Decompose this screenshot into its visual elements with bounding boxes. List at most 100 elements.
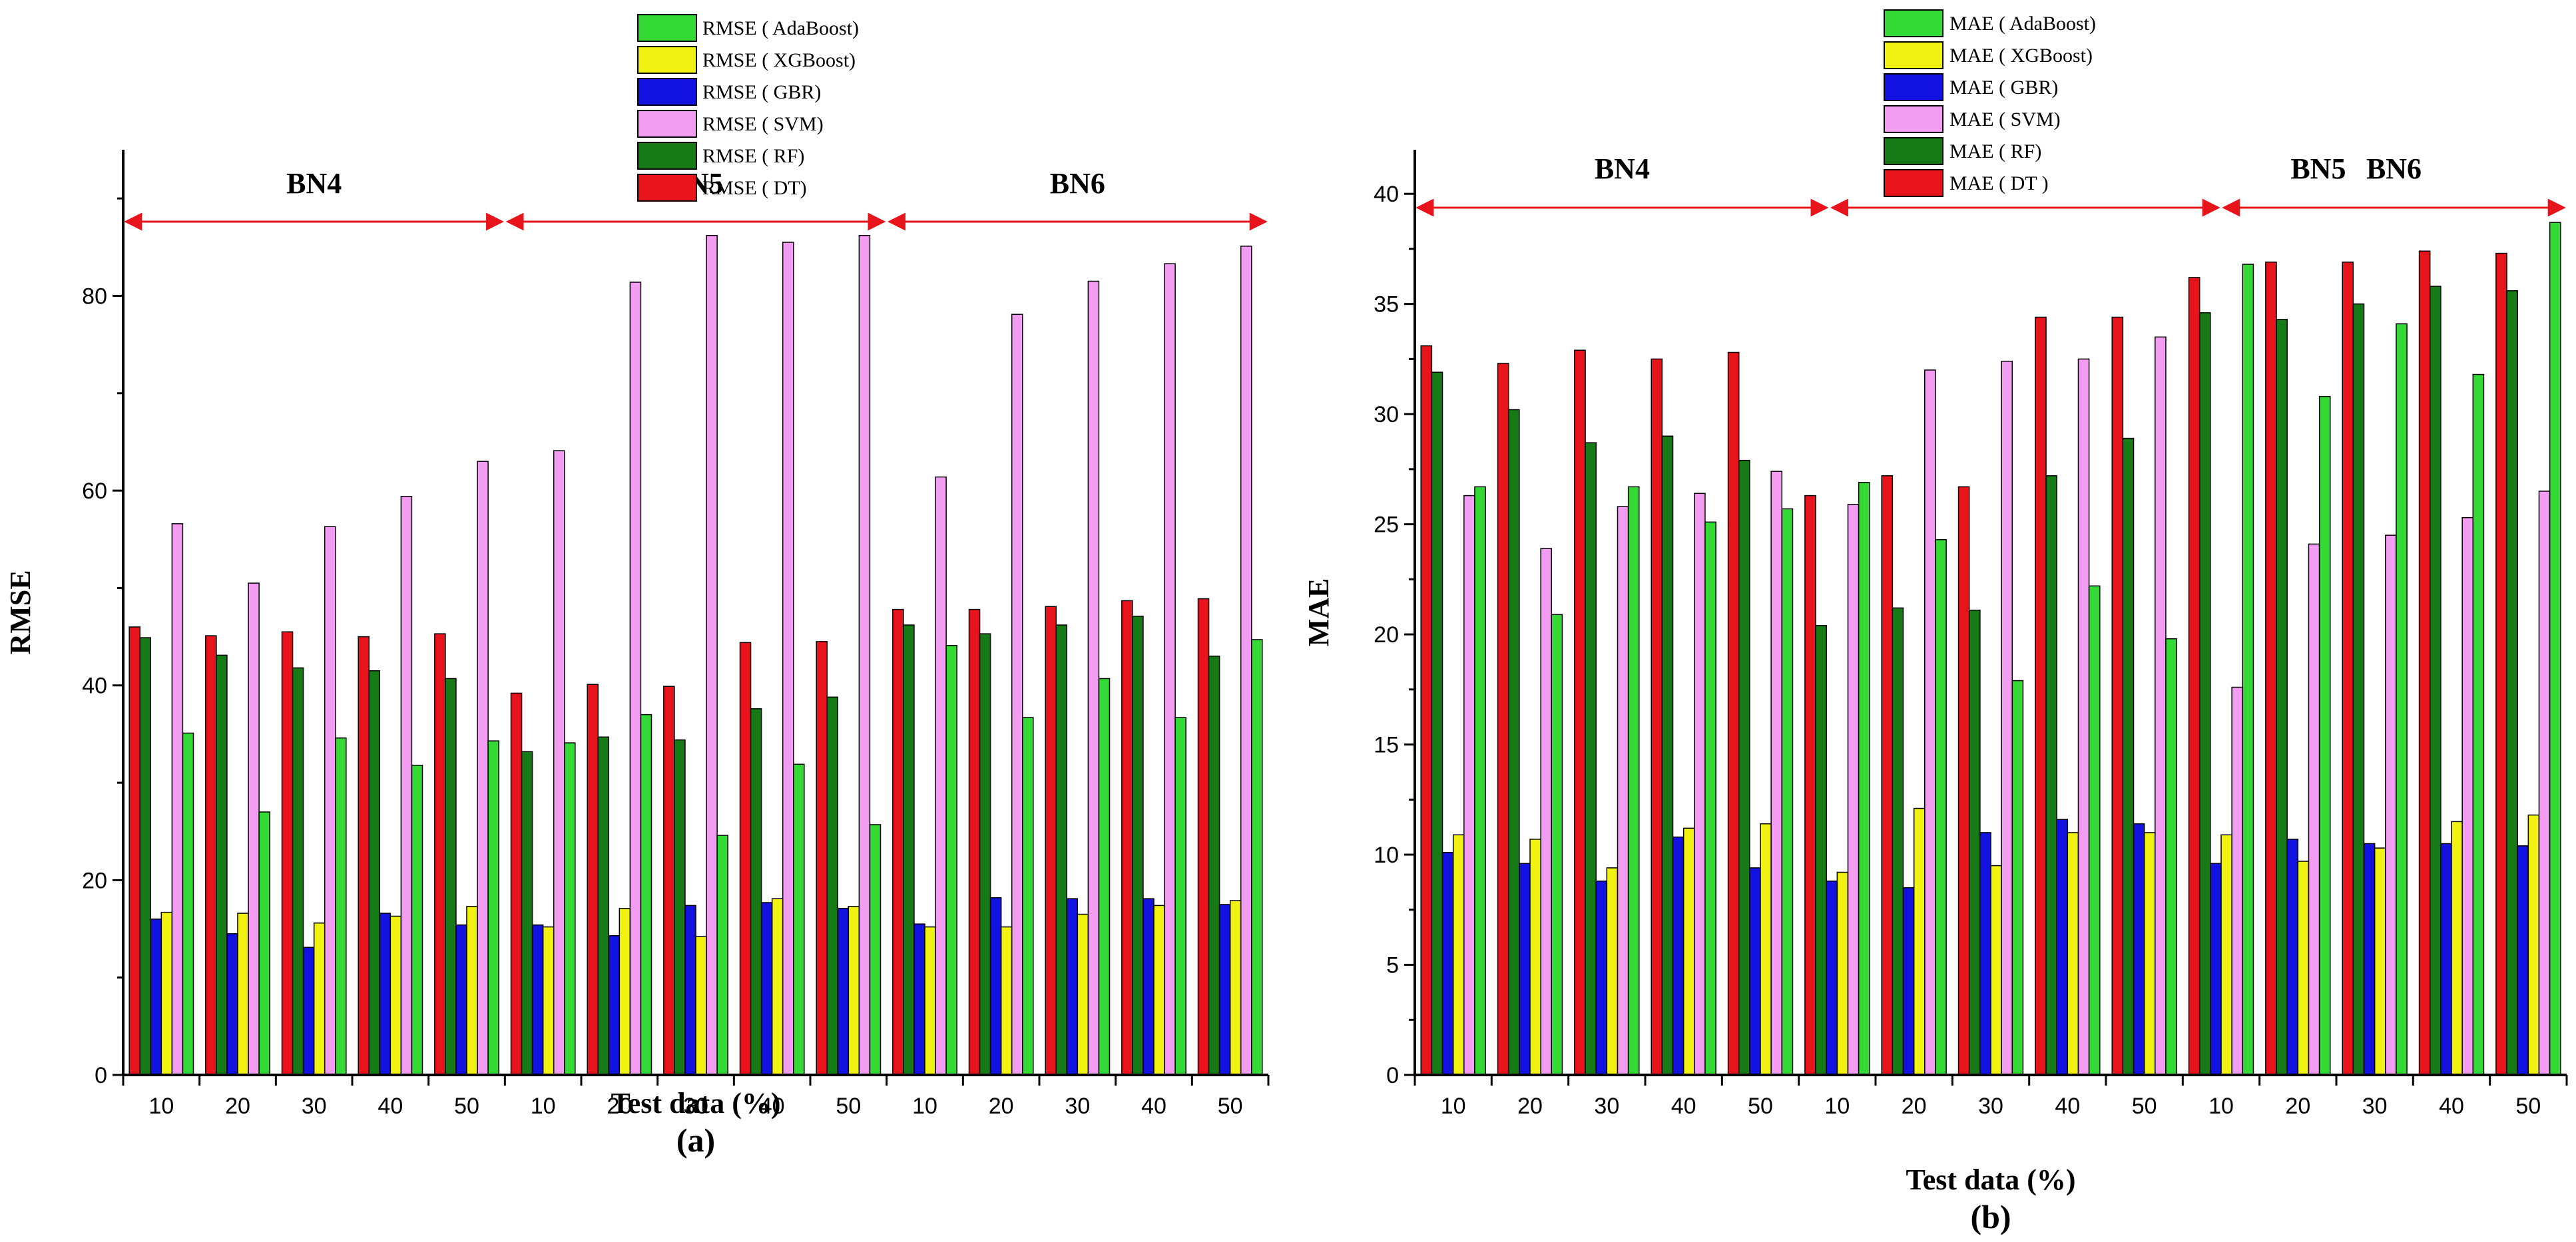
- y-tick-label-b: 40: [1374, 182, 1399, 207]
- y-tick-label-b: 25: [1374, 513, 1399, 538]
- legend-label-a-3: RMSE ( SVM): [702, 113, 824, 135]
- bar-a-rmsedt-7: [663, 686, 675, 1076]
- bar-a-rmserf-14: [1208, 656, 1220, 1076]
- y-tick-label-a: 0: [95, 1063, 107, 1088]
- legend-swatch-b-1: [1884, 41, 1943, 69]
- bar-a-rmsesvm-2: [324, 526, 336, 1076]
- legend-swatch-a-3: [637, 110, 697, 138]
- bar-b-maesvm-12: [2385, 534, 2397, 1076]
- panel-label-b: (b): [1970, 1198, 2011, 1235]
- bar-a-rmseadaboost-8: [793, 763, 805, 1076]
- bar-b-maeadaboost-14: [2549, 222, 2561, 1076]
- bar-b-maerf-0: [1431, 371, 1443, 1076]
- bar-b-maesvm-1: [1540, 548, 1553, 1076]
- bar-a-rmsegbr-7: [684, 905, 696, 1076]
- bar-a-rmseadaboost-7: [716, 835, 728, 1076]
- bar-a-rmsedt-1: [205, 635, 217, 1076]
- bar-a-rmsedt-12: [1045, 606, 1057, 1076]
- bar-a-rmserf-10: [903, 624, 915, 1076]
- x-tick-label-b: 50: [2515, 1094, 2541, 1119]
- bar-a-rmsexgboost-1: [237, 913, 249, 1076]
- bar-b-maegbr-6: [1902, 887, 1915, 1076]
- bar-b-maeadaboost-10: [2242, 264, 2254, 1076]
- y-tick-label-b: 35: [1374, 292, 1399, 317]
- bar-b-maerf-3: [1661, 435, 1674, 1076]
- bar-a-rmsesvm-10: [935, 476, 947, 1076]
- bar-a-rmserf-6: [597, 736, 610, 1076]
- x-tick-label-a: 40: [1141, 1094, 1166, 1119]
- bar-b-maerf-6: [1892, 607, 1904, 1076]
- y-tick-label-a: 80: [82, 284, 107, 309]
- bar-b-maerf-2: [1585, 442, 1597, 1076]
- x-tick-label-b: 30: [1978, 1094, 2003, 1119]
- legend-swatch-b-3: [1884, 105, 1943, 133]
- bar-b-maeadaboost-2: [1627, 486, 1640, 1076]
- bar-a-rmserf-11: [979, 633, 991, 1076]
- y-tick-label-a: 20: [82, 868, 107, 893]
- bar-b-maexgboost-0: [1452, 834, 1465, 1076]
- bar-b-maedt-1: [1497, 363, 1509, 1076]
- bar-b-maexgboost-2: [1606, 867, 1619, 1076]
- legend-label-b-1: MAE ( XGBoost): [1949, 45, 2093, 67]
- x-tick-label-b: 40: [1671, 1094, 1696, 1119]
- bar-b-maesvm-4: [1770, 471, 1783, 1076]
- bar-a-rmserf-7: [674, 739, 686, 1076]
- legend-label-b-2: MAE ( GBR): [1949, 77, 2058, 99]
- bar-a-rmsedt-6: [587, 684, 599, 1076]
- legend-label-a-2: RMSE ( GBR): [702, 81, 821, 103]
- bar-a-rmsexgboost-7: [695, 936, 707, 1076]
- bar-b-maegbr-3: [1672, 836, 1684, 1076]
- bar-b-maeadaboost-5: [1858, 481, 1870, 1076]
- bar-b-maeadaboost-4: [1781, 508, 1794, 1076]
- bar-b-maexgboost-5: [1836, 871, 1849, 1076]
- bar-a-rmsegbr-1: [226, 933, 238, 1076]
- legend-swatch-a-2: [637, 78, 697, 106]
- bar-b-maexgboost-4: [1760, 823, 1772, 1076]
- bar-b-maegbr-7: [1979, 832, 1991, 1076]
- bar-a-rmsedt-10: [892, 608, 904, 1076]
- bar-b-maegbr-14: [2517, 845, 2529, 1076]
- bar-a-rmsesvm-0: [171, 523, 184, 1076]
- x-tick-label-a: 20: [989, 1094, 1014, 1119]
- bar-a-rmserf-2: [292, 667, 304, 1076]
- bar-a-rmseadaboost-0: [182, 732, 194, 1076]
- bar-a-rmsexgboost-4: [466, 906, 478, 1076]
- bar-b-maerf-11: [2276, 319, 2288, 1076]
- x-tick-label-a: 30: [302, 1094, 327, 1119]
- bar-b-maeadaboost-12: [2396, 323, 2408, 1076]
- bar-b-maegbr-10: [2210, 863, 2222, 1076]
- bar-a-rmseadaboost-5: [564, 742, 576, 1076]
- y-tick-label-b: 20: [1374, 622, 1399, 648]
- bar-a-rmsedt-14: [1197, 598, 1210, 1076]
- bar-b-maexgboost-10: [2220, 834, 2232, 1076]
- bar-b-maesvm-3: [1694, 493, 1706, 1076]
- bar-a-rmsegbr-4: [455, 924, 467, 1076]
- bar-a-rmsedt-13: [1121, 600, 1133, 1076]
- bar-b-maerf-10: [2198, 312, 2211, 1076]
- bar-b-maerf-5: [1815, 625, 1827, 1076]
- bar-a-rmsegbr-6: [608, 935, 621, 1076]
- bar-a-rmsexgboost-10: [924, 926, 936, 1076]
- bar-a-rmseadaboost-12: [1098, 678, 1111, 1076]
- bar-a-rmsedt-4: [434, 633, 446, 1076]
- bar-a-rmsesvm-12: [1087, 280, 1100, 1076]
- group-label-b-bn6: BN6: [2366, 152, 2422, 185]
- bar-a-rmsesvm-3: [400, 496, 413, 1076]
- group-label-b-bn5: BN5: [2290, 152, 2346, 185]
- legend-swatch-a-4: [637, 142, 697, 170]
- panel-label-a: (a): [676, 1122, 715, 1159]
- bar-b-maexgboost-1: [1529, 839, 1541, 1076]
- legend-label-a-5: RMSE ( DT): [702, 177, 807, 199]
- bars-group-b: [1420, 222, 2561, 1076]
- x-tick-label-b: 10: [1441, 1094, 1466, 1119]
- bar-b-maedt-12: [2342, 262, 2354, 1076]
- bar-a-rmsexgboost-0: [160, 911, 173, 1076]
- bar-a-rmsexgboost-13: [1153, 905, 1165, 1076]
- bar-a-rmsegbr-10: [913, 923, 925, 1076]
- bar-a-rmsegbr-3: [379, 913, 391, 1076]
- legend-label-a-1: RMSE ( XGBoost): [702, 49, 856, 71]
- bar-b-maegbr-11: [2286, 839, 2299, 1076]
- bar-b-maexgboost-12: [2374, 847, 2386, 1076]
- y-tick-label-b: 15: [1374, 733, 1399, 758]
